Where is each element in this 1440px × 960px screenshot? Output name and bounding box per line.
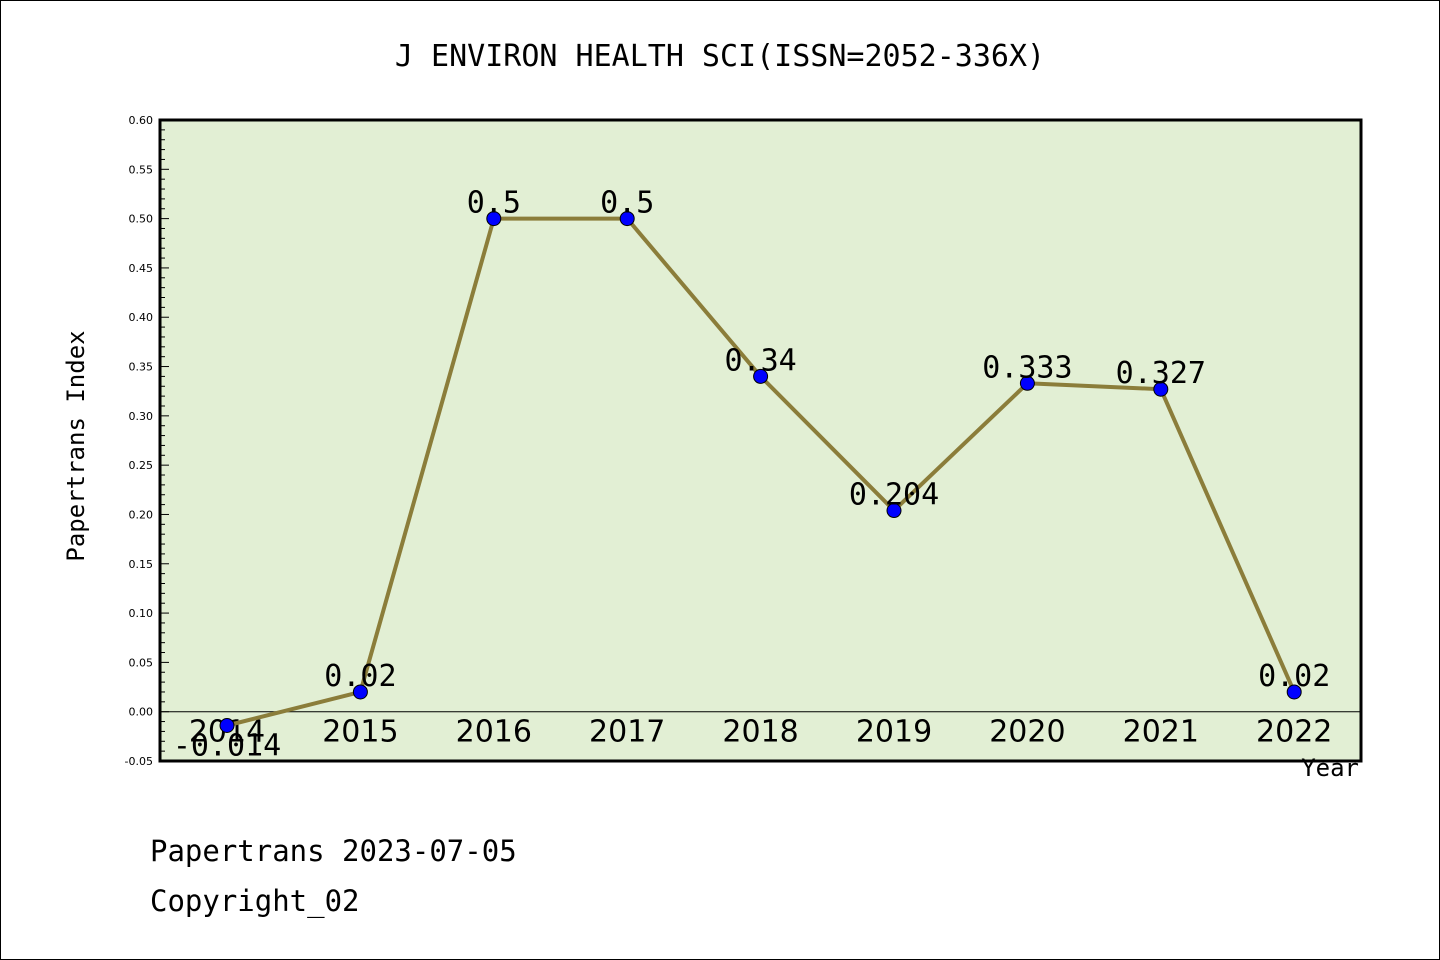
data-point — [886, 503, 902, 519]
plot-area — [158, 118, 1363, 763]
y-tick-label: 0.05 — [129, 656, 154, 669]
data-points — [219, 211, 1302, 733]
y-axis-title: Papertrans Index — [62, 330, 90, 561]
y-tick-label: 0.60 — [129, 114, 154, 127]
y-tick-label: -0.05 — [125, 755, 153, 768]
data-point — [619, 211, 635, 227]
data-label: 0.02 — [324, 659, 396, 694]
y-tick-label: 0.30 — [129, 410, 154, 423]
data-label: 0.333 — [982, 350, 1072, 385]
data-point — [1019, 375, 1035, 391]
y-tick-label: 0.40 — [129, 311, 154, 324]
data-labels: -0.014 0.02 0.5 0.5 0.34 0.204 0.333 0.327 0.02 — [173, 186, 1331, 764]
footer-copyright-line: Copyright_02 — [150, 884, 360, 918]
y-tick-label: 0.55 — [129, 163, 154, 176]
y-tick-label: 0.10 — [129, 607, 154, 620]
x-tick-label: 2015 — [322, 715, 398, 750]
data-label: 0.204 — [849, 478, 939, 513]
data-label: 0.34 — [724, 343, 796, 378]
x-tick-label: 2017 — [589, 715, 665, 750]
x-tick-label: 2021 — [1123, 715, 1199, 750]
y-tick-label: 0.45 — [129, 262, 154, 275]
data-label: -0.014 — [173, 728, 281, 763]
y-axis: -0.05 0.00 0.05 0.10 0.15 0.20 0.25 0.30 0.35 0.4… — [125, 114, 169, 768]
data-point — [219, 717, 235, 733]
y-tick-label: 0.15 — [129, 558, 154, 571]
x-axis-title: Year — [1301, 754, 1359, 782]
data-label: 0.02 — [1258, 659, 1330, 694]
chart-title: J ENVIRON HEALTH SCI(ISSN=2052-336X) — [395, 39, 1045, 74]
y-tick-label: 0.35 — [129, 361, 154, 374]
y-tick-label: 0.50 — [129, 213, 154, 226]
footer-date-line: Papertrans 2023-07-05 — [150, 834, 517, 868]
y-tick-label: 0.25 — [129, 459, 154, 472]
data-point — [352, 684, 368, 700]
x-tick-label: 2022 — [1256, 715, 1332, 750]
x-axis: 201420152016201720182019202020212022 — [189, 715, 1333, 750]
x-tick-label: 2020 — [989, 715, 1065, 750]
x-tick-label: 2016 — [456, 715, 532, 750]
y-tick-label: 0.00 — [129, 706, 154, 719]
data-point — [1153, 381, 1169, 397]
data-point — [486, 211, 502, 227]
data-point — [753, 368, 769, 384]
x-tick-label: 2019 — [856, 715, 932, 750]
data-label: 0.5 — [467, 186, 521, 221]
data-label: 0.5 — [600, 186, 654, 221]
x-tick-label: 2018 — [722, 715, 798, 750]
data-label: 0.327 — [1116, 356, 1206, 391]
y-tick-label: 0.20 — [129, 508, 154, 521]
data-point — [1286, 684, 1302, 700]
